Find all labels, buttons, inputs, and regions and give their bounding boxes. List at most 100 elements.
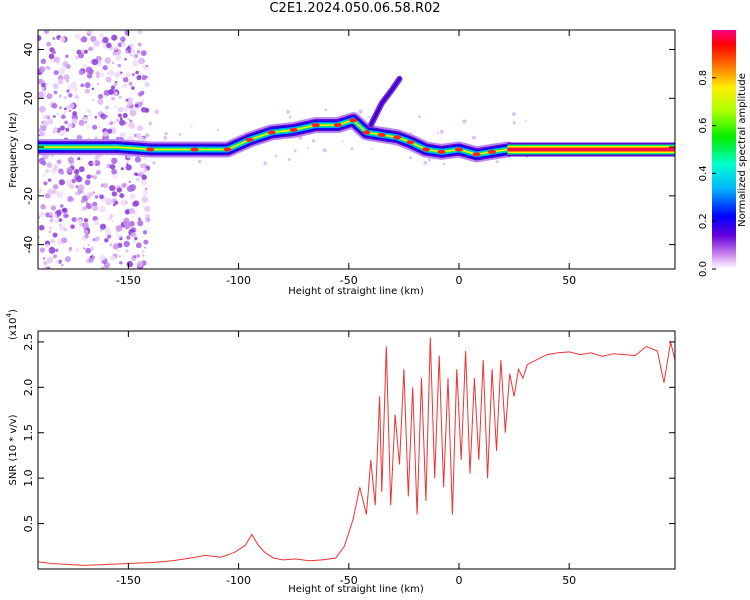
noise-point bbox=[72, 111, 77, 116]
x-tick-label: -50 bbox=[340, 574, 358, 587]
noise-point bbox=[87, 126, 90, 129]
ridge-hotspot bbox=[437, 149, 446, 154]
noise-point bbox=[141, 100, 144, 104]
noise-point bbox=[98, 205, 106, 213]
noise-point bbox=[128, 122, 136, 129]
y-tick-label: 1.0 bbox=[22, 469, 35, 487]
noise-point bbox=[66, 179, 73, 186]
noise-point bbox=[54, 219, 59, 223]
noise-point bbox=[436, 131, 439, 134]
noise-point bbox=[43, 30, 50, 34]
noise-point bbox=[115, 74, 119, 79]
noise-point bbox=[104, 57, 111, 64]
noise-point bbox=[38, 212, 43, 218]
noise-point bbox=[287, 158, 291, 162]
noise-point bbox=[89, 255, 93, 259]
noise-point bbox=[48, 230, 52, 234]
noise-point bbox=[119, 119, 126, 126]
noise-point bbox=[134, 103, 139, 108]
noise-point bbox=[88, 46, 93, 52]
noise-point bbox=[130, 48, 136, 53]
colorbar-gradient bbox=[712, 30, 736, 269]
noise-point bbox=[107, 69, 115, 77]
y-tick-label: 40 bbox=[22, 43, 35, 57]
noise-point bbox=[105, 111, 108, 114]
noise-point bbox=[40, 204, 46, 210]
noise-point bbox=[78, 52, 84, 59]
noise-point bbox=[136, 260, 144, 268]
snr-ticks: -150 -100 -50 0 50 0.5 1.0 1.5 2.0 2.5 bbox=[22, 331, 675, 587]
noise-point bbox=[48, 53, 55, 60]
noise-point bbox=[163, 135, 168, 140]
noise-point bbox=[93, 240, 97, 244]
noise-point bbox=[129, 109, 137, 117]
noise-point bbox=[91, 58, 99, 66]
ridge-hotspot bbox=[289, 128, 298, 132]
noise-point bbox=[43, 261, 48, 265]
noise-point bbox=[90, 246, 95, 251]
noise-point bbox=[67, 156, 75, 164]
spectrogram-panel: -150 -100 -50 0 50 -40 -20 0 20 40 Height of stra… bbox=[8, 29, 676, 297]
noise-point bbox=[134, 172, 139, 177]
noise-point bbox=[111, 34, 118, 41]
noise-point bbox=[69, 184, 74, 189]
snr-scale-label: (x104) bbox=[5, 309, 19, 340]
noise-point bbox=[141, 174, 147, 180]
noise-point bbox=[58, 106, 62, 110]
noise-point bbox=[44, 121, 48, 125]
ridge-hotspot bbox=[472, 152, 481, 157]
noise-point bbox=[143, 239, 149, 245]
noise-point bbox=[137, 217, 142, 221]
noise-point bbox=[105, 198, 113, 206]
noise-point bbox=[84, 82, 91, 89]
noise-point bbox=[47, 118, 54, 125]
noise-point bbox=[371, 147, 374, 150]
ridge-hotspot bbox=[349, 118, 358, 123]
noise-point bbox=[77, 184, 85, 192]
noise-point bbox=[111, 168, 117, 175]
noise-point bbox=[60, 125, 65, 131]
noise-point bbox=[59, 223, 62, 227]
noise-point bbox=[88, 68, 94, 75]
ridge-hotspot bbox=[455, 147, 463, 152]
noise-point bbox=[75, 185, 79, 189]
noise-point bbox=[99, 223, 107, 230]
noise-point bbox=[112, 203, 116, 207]
colorbar-tick-label: 0.6 bbox=[698, 118, 709, 134]
noise-point bbox=[118, 95, 122, 99]
noise-point bbox=[91, 87, 95, 91]
spur-line bbox=[369, 77, 401, 127]
noise-point bbox=[63, 107, 67, 111]
noise-point bbox=[86, 192, 92, 198]
noise-point bbox=[141, 250, 145, 254]
noise-point bbox=[46, 169, 49, 172]
noise-point bbox=[124, 84, 127, 87]
noise-point bbox=[73, 87, 78, 92]
noise-point bbox=[125, 249, 129, 253]
noise-point bbox=[129, 193, 136, 200]
noise-point bbox=[137, 220, 144, 227]
ridge-hotspot bbox=[146, 147, 155, 152]
noise-point bbox=[111, 157, 118, 164]
noise-point bbox=[67, 123, 73, 129]
noise-point bbox=[56, 159, 62, 165]
noise-point bbox=[442, 163, 446, 166]
noise-point bbox=[50, 255, 53, 258]
noise-point bbox=[71, 178, 76, 184]
noise-point bbox=[97, 93, 104, 100]
noise-point bbox=[136, 254, 141, 258]
noise-point bbox=[116, 249, 120, 253]
x-tick-label: 0 bbox=[455, 574, 462, 587]
noise-point bbox=[78, 69, 84, 76]
noise-point bbox=[38, 49, 41, 53]
noise-point bbox=[110, 85, 116, 90]
noise-point bbox=[66, 64, 71, 70]
y-tick-label: 0 bbox=[22, 144, 35, 151]
noise-point bbox=[116, 187, 122, 193]
noise-point bbox=[418, 115, 421, 118]
noise-point bbox=[81, 117, 84, 120]
noise-point bbox=[125, 71, 132, 78]
noise-point bbox=[97, 193, 101, 197]
noise-point bbox=[152, 161, 156, 165]
snr-x-label: Height of straight line (km) bbox=[288, 584, 424, 595]
